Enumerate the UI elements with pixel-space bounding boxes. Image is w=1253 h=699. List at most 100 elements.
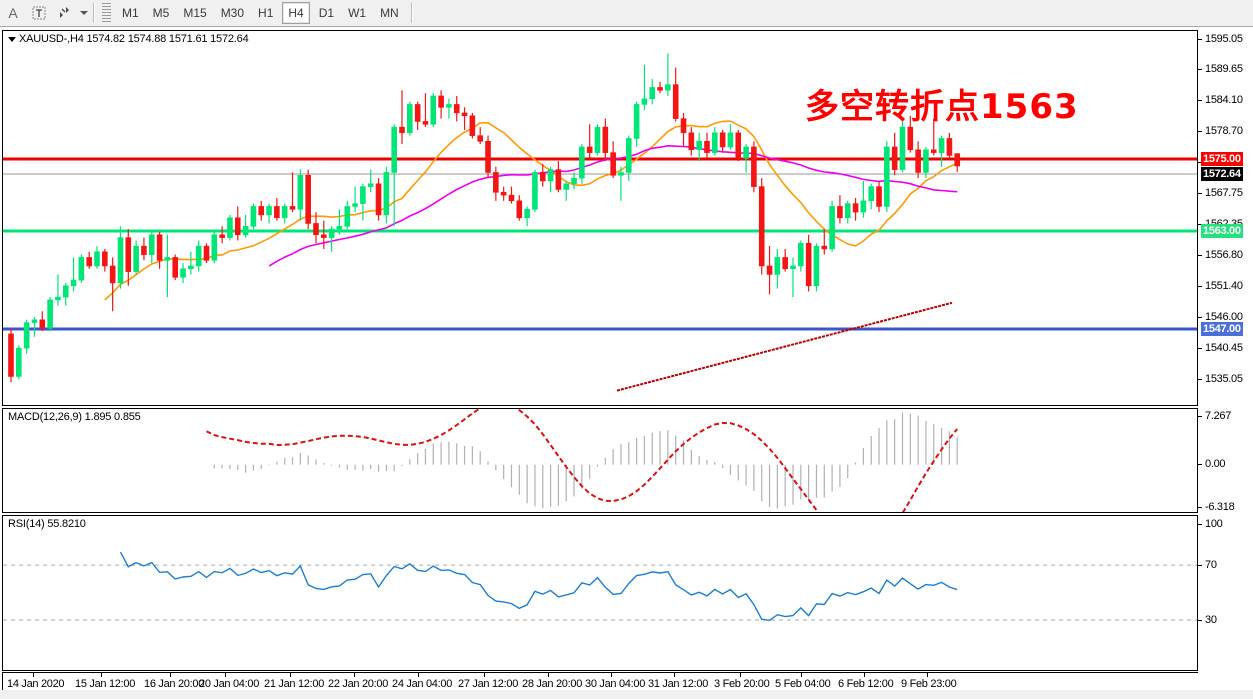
arrows-dropdown-icon[interactable] xyxy=(80,11,88,15)
timeframe-button-mn[interactable]: MN xyxy=(380,6,399,20)
candle-body xyxy=(461,112,468,117)
candle-body xyxy=(938,138,945,153)
candle-body xyxy=(203,245,210,261)
chart-annotation-text[interactable]: 多空转折点1563 xyxy=(805,87,1079,127)
time-tick-7 xyxy=(484,673,485,677)
time-label-3: 20 Jan 04:00 xyxy=(199,678,260,690)
candle-body xyxy=(907,126,914,151)
price-scale-2-tick xyxy=(1198,100,1202,101)
candle-body xyxy=(805,242,812,287)
candle-body xyxy=(109,265,116,284)
timeframe-button-w1[interactable]: W1 xyxy=(348,6,367,20)
rsi-scale-2-label: 30 xyxy=(1205,614,1217,626)
candle-body xyxy=(641,98,648,105)
candle-body xyxy=(579,146,585,179)
timeframe-button-m15[interactable]: M15 xyxy=(183,6,207,20)
candle-body xyxy=(837,206,843,219)
candle-body xyxy=(891,146,898,170)
time-label-11: 3 Feb 20:00 xyxy=(714,678,770,690)
candle-body xyxy=(672,84,679,119)
candle-body xyxy=(391,126,397,173)
candle-body xyxy=(899,126,906,170)
candle-body xyxy=(438,95,444,108)
candle-body xyxy=(876,186,882,207)
candle-body xyxy=(117,237,124,284)
trend-line[interactable] xyxy=(616,301,953,392)
candle-body xyxy=(790,265,796,270)
candle-body xyxy=(813,245,820,287)
candle-body xyxy=(227,217,233,238)
candle-body xyxy=(594,126,601,153)
price-scale-1-tick xyxy=(1198,69,1202,70)
price-scale-3-label: 1578.70 xyxy=(1205,125,1243,137)
time-tick-14 xyxy=(927,673,928,677)
text-label-icon[interactable]: A xyxy=(8,5,18,21)
candle-body xyxy=(524,208,530,219)
candle-body xyxy=(539,172,546,182)
pivot-price-tag[interactable]: 1563.00 xyxy=(1201,224,1243,238)
price-chart-pane[interactable]: XAUUSD-,H4 1574.82 1574.88 1571.61 1572.… xyxy=(2,30,1198,406)
rsi-chart-pane[interactable]: RSI(14) 55.8210 xyxy=(2,515,1198,671)
time-tick-6 xyxy=(418,673,419,677)
support-price-tag[interactable]: 1547.00 xyxy=(1201,322,1243,336)
candle-body xyxy=(555,169,562,190)
candle-body xyxy=(399,126,405,134)
candle-body xyxy=(633,104,640,139)
timeframe-button-d1[interactable]: D1 xyxy=(318,6,335,20)
time-tick-0 xyxy=(33,673,34,677)
macd-scale-2-tick xyxy=(1198,507,1202,508)
time-tick-9 xyxy=(611,673,612,677)
candle-body xyxy=(47,299,53,329)
collapse-triangle-icon[interactable] xyxy=(8,36,16,42)
macd-signal-line xyxy=(206,409,958,512)
candle-body xyxy=(250,206,257,227)
price-scale-8-tick xyxy=(1198,286,1202,287)
price-scale-6-tick xyxy=(1198,224,1202,225)
text-box-icon[interactable] xyxy=(26,2,52,25)
time-label-14: 9 Feb 23:00 xyxy=(901,678,957,690)
price-scale-2-label: 1584.10 xyxy=(1205,94,1243,106)
candle-body xyxy=(281,206,288,219)
candle-body xyxy=(711,132,718,153)
time-label-6: 24 Jan 04:00 xyxy=(392,678,453,690)
price-scale[interactable]: 1595.051589.651584.101578.701573.301567.… xyxy=(1198,30,1253,671)
price-pane-label: XAUUSD-,H4 1574.82 1574.88 1571.61 1572.… xyxy=(8,33,249,45)
candle-body xyxy=(500,191,507,196)
time-label-10: 31 Jan 12:00 xyxy=(648,678,709,690)
time-tick-1 xyxy=(101,673,102,677)
candle-body xyxy=(758,186,765,267)
macd-chart-pane[interactable]: MACD(12,26,9) 1.895 0.855 xyxy=(2,408,1198,513)
price-scale-1-label: 1589.65 xyxy=(1205,63,1243,75)
candle-body xyxy=(563,183,570,190)
candle-body xyxy=(946,138,953,156)
candle-body xyxy=(407,104,413,134)
candle-body xyxy=(532,172,538,210)
macd-scale-0-label: 7.267 xyxy=(1205,410,1232,422)
timeframe-toolbar-grip[interactable] xyxy=(102,2,111,24)
time-label-8: 28 Jan 20:00 xyxy=(522,678,583,690)
timeframe-button-m5[interactable]: M5 xyxy=(152,6,170,20)
candle-body xyxy=(305,174,311,224)
candle-body xyxy=(547,169,554,182)
price-scale-5-tick xyxy=(1198,193,1202,194)
candle-body xyxy=(602,126,609,153)
macd-histogram xyxy=(213,412,958,509)
timeframe-button-h1[interactable]: H1 xyxy=(258,6,274,20)
candle-body xyxy=(70,279,77,287)
timeframe-button-m1[interactable]: M1 xyxy=(122,6,139,20)
macd-signal-stroke xyxy=(206,409,958,512)
candle-body xyxy=(156,234,163,261)
time-label-5: 22 Jan 20:00 xyxy=(328,678,389,690)
time-tick-2 xyxy=(170,673,171,677)
time-tick-3 xyxy=(225,673,226,677)
candle-body xyxy=(23,322,30,349)
candle-body xyxy=(242,225,249,236)
price-scale-10-label: 1540.45 xyxy=(1205,342,1243,354)
timeframe-button-h4[interactable]: H4 xyxy=(282,2,310,24)
arrows-icon[interactable] xyxy=(52,2,78,25)
resistance-price-tag[interactable]: 1575.00 xyxy=(1201,152,1243,166)
last-price-tag[interactable]: 1572.64 xyxy=(1201,167,1243,181)
price-scale-7-tick xyxy=(1198,255,1202,256)
timeframe-button-m30[interactable]: M30 xyxy=(220,6,245,20)
